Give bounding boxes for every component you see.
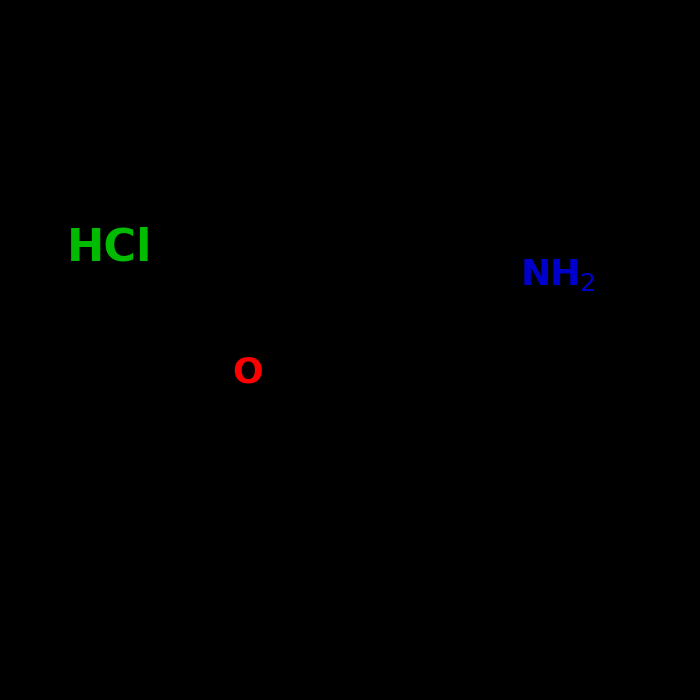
Text: O: O xyxy=(232,356,263,389)
Text: NH$_2$: NH$_2$ xyxy=(520,257,596,293)
Text: HCl: HCl xyxy=(67,227,153,270)
